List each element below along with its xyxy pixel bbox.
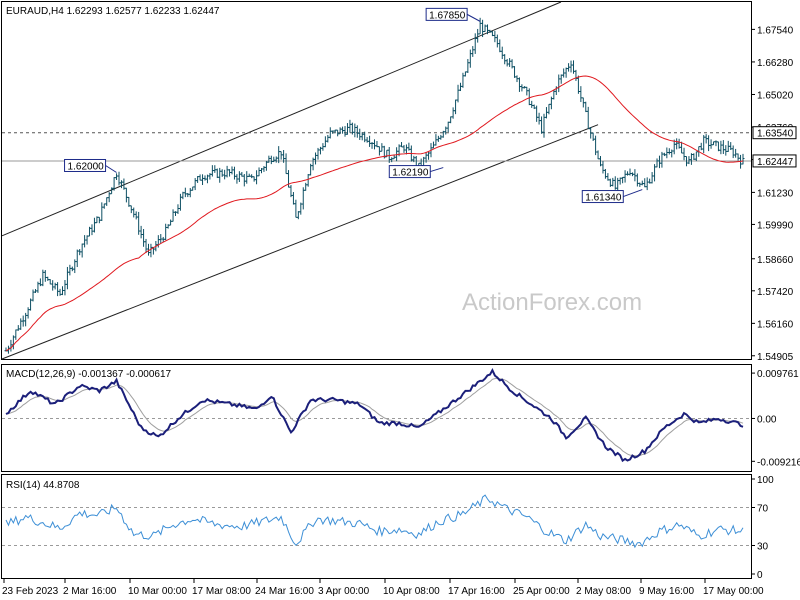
rsi-tick-label: 30 [757, 542, 769, 553]
time-tick-label: 17 Mar 08:00 [192, 586, 251, 597]
price-tick-label: 1.59990 [757, 220, 794, 231]
ma-line [5, 75, 744, 352]
time-tick-label: 17 Apr 16:00 [448, 586, 505, 597]
price-tick-label: 1.58660 [757, 255, 794, 266]
annotation-leader [105, 165, 117, 173]
ohlc-bars [4, 17, 745, 354]
channel-upper-line [1, 1, 562, 237]
time-tick-label: 2 Mar 16:00 [63, 586, 117, 597]
time-tick-label: 9 May 16:00 [639, 586, 694, 597]
price-pane [1, 1, 752, 360]
rsi-tick-label: 100 [757, 475, 774, 486]
last-price-label: 1.62447 [757, 157, 794, 168]
annotation-label: 1.61340 [585, 193, 622, 204]
time-tick-label: 25 Apr 00:00 [513, 586, 570, 597]
rsi-pane-title: RSI(14) 44.8708 [6, 480, 80, 491]
price-tick-label: 1.65020 [757, 90, 794, 101]
time-tick-label: 10 Apr 08:00 [383, 586, 440, 597]
price-axis: 1.675401.662801.650201.637601.625001.612… [751, 25, 794, 363]
time-tick-label: 2 May 08:00 [576, 586, 631, 597]
last-price-label-box [752, 154, 797, 168]
macd-pane-title: MACD(12,26,9) -0.001367 -0.000617 [6, 369, 172, 380]
price-channel [1, 1, 599, 360]
price-annotations: 1.62000 1.67850 1.62190 1.61340 [64, 7, 643, 204]
macd-tick-label: 0.00 [757, 414, 777, 425]
time-tick-label: 23 Feb 2023 [2, 586, 59, 597]
time-tick-label: 3 Apr 00:00 [318, 586, 370, 597]
time-axis: 23 Feb 2023 2 Mar 16:00 10 Mar 00:00 17 Mar… [2, 579, 764, 597]
ohlc-bar [741, 153, 745, 165]
price-tick-label: 1.57420 [757, 287, 794, 298]
watermark: ActionForex.com [462, 289, 642, 316]
rsi-tick-label: 0 [757, 570, 763, 581]
price-tick-label: 1.54905 [757, 352, 794, 363]
channel-lower-line [1, 124, 599, 360]
macd-signal-line [5, 377, 744, 457]
annotation-leader [430, 167, 444, 173]
annotation-label: 1.62190 [392, 168, 429, 179]
rsi-tick-label: 70 [757, 504, 769, 515]
price-labels: 1.63540 1.62447 [752, 126, 797, 168]
moving-average [5, 75, 744, 352]
annotation-leader [623, 189, 643, 198]
macd-line [5, 367, 744, 463]
price-pane-title: EURAUD,H4 1.62293 1.62577 1.62233 1.6244… [6, 6, 220, 17]
price-tick-label: 1.56160 [757, 319, 794, 330]
level-price-label-box [752, 126, 797, 140]
price-tick-label: 1.67540 [757, 25, 794, 36]
annotation-label: 1.67850 [429, 10, 466, 21]
price-tick-label: 1.66280 [757, 58, 794, 69]
rsi-line [5, 494, 744, 549]
level-price-label: 1.63540 [757, 129, 794, 140]
price-tick-label: 1.61230 [757, 188, 794, 199]
time-tick-label: 10 Mar 00:00 [128, 586, 187, 597]
rsi-indicator: 100 70 30 0 [2, 475, 774, 581]
macd-indicator: 0.009761 0.00 -0.009216 [2, 367, 800, 468]
macd-tick-label: -0.009216 [757, 457, 800, 468]
time-tick-label: 24 Mar 16:00 [255, 586, 314, 597]
rsi-pane [1, 474, 752, 579]
annotation-leader [466, 13, 481, 22]
time-tick-label: 17 May 00:00 [703, 586, 764, 597]
macd-tick-label: 0.009761 [757, 369, 799, 380]
horizontal-levels [2, 132, 751, 162]
annotation-label: 1.62000 [68, 161, 105, 172]
